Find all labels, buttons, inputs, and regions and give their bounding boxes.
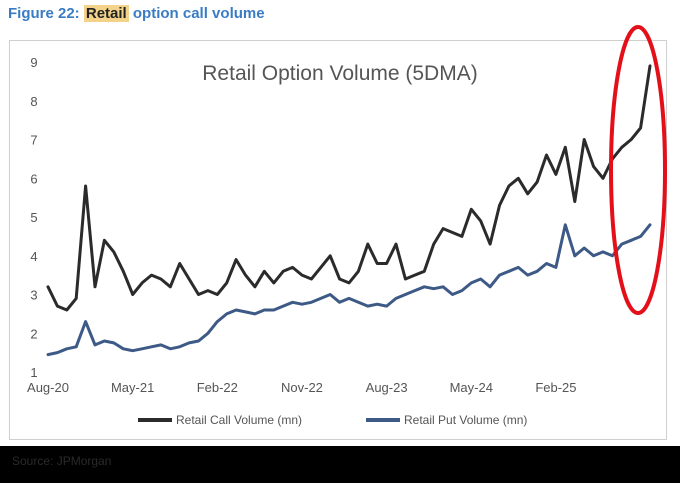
figure-label: Figure 22: [8, 5, 80, 22]
y-tick-label: 5 [30, 210, 37, 225]
legend-call-label: Retail Call Volume (mn) [176, 413, 302, 427]
y-tick-label: 2 [30, 326, 37, 341]
figure-title-rest: option call volume [132, 5, 265, 22]
chart-panel [9, 40, 667, 440]
y-tick-label: 9 [30, 55, 37, 70]
y-tick-label: 6 [30, 171, 37, 186]
x-tick-label: Aug-20 [27, 380, 69, 395]
x-tick-label: May-24 [450, 380, 493, 395]
x-tick-label: Nov-22 [281, 380, 323, 395]
x-tick-label: Aug-23 [366, 380, 408, 395]
y-tick-label: 8 [30, 94, 37, 109]
y-tick-label: 7 [30, 133, 37, 148]
y-tick-label: 3 [30, 288, 37, 303]
legend: Retail Call Volume (mn) Retail Put Volum… [138, 413, 527, 427]
series-put-line [46, 223, 652, 357]
x-tick-label: May-21 [111, 380, 154, 395]
y-tick-label: 4 [30, 249, 37, 264]
highlight-ellipse [609, 25, 667, 315]
figure-highlight: Retail [83, 5, 129, 22]
retail-option-volume-chart: Retail Option Volume (5DMA) 1 2 3 4 5 6 7 8 9 Au… [27, 25, 667, 427]
legend-put-label: Retail Put Volume (mn) [404, 413, 527, 427]
x-tick-label: Feb-22 [197, 380, 238, 395]
y-tick-label: 1 [30, 365, 37, 380]
series-call-line [46, 64, 652, 312]
source-text: Source: JPMorgan [12, 454, 112, 468]
x-tick-label: Feb-25 [535, 380, 576, 395]
chart-title: Retail Option Volume (5DMA) [202, 62, 477, 85]
figure-title: Figure 22: Retail option call volume [8, 5, 265, 22]
source-bar: Source: JPMorgan [0, 446, 680, 483]
